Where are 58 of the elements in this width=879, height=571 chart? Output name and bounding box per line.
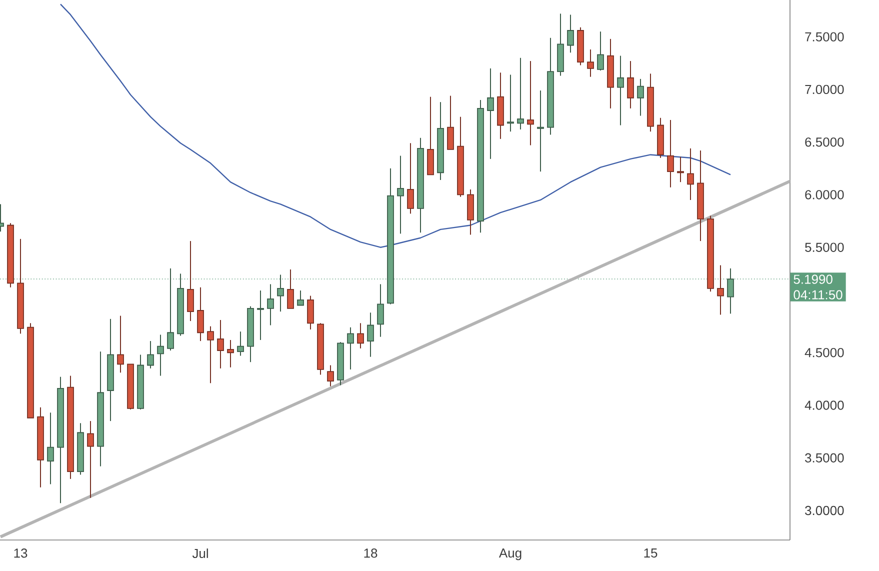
y-tick-label: 6.0000 bbox=[805, 190, 844, 200]
candlestick bbox=[507, 74, 514, 132]
candlestick bbox=[357, 322, 364, 349]
candlestick bbox=[307, 295, 314, 330]
candlestick bbox=[727, 268, 734, 314]
candlestick bbox=[117, 315, 124, 374]
candlestick bbox=[537, 90, 544, 172]
y-tick-label: 5.5000 bbox=[805, 242, 844, 252]
candlestick bbox=[617, 55, 624, 126]
candlestick bbox=[267, 284, 274, 326]
y-tick-label: 6.5000 bbox=[805, 137, 844, 147]
candlestick bbox=[377, 284, 384, 338]
candlestick bbox=[297, 290, 304, 306]
x-tick-label: Aug bbox=[498, 548, 522, 560]
x-tick-label: 15 bbox=[644, 548, 658, 558]
candlestick bbox=[627, 60, 634, 109]
candlestick bbox=[87, 420, 94, 498]
candlestick bbox=[347, 326, 354, 370]
candlestick bbox=[667, 119, 674, 188]
x-tick-label: Jul bbox=[192, 548, 208, 558]
candlestick bbox=[487, 68, 494, 160]
y-tick-label: 7.0000 bbox=[805, 84, 844, 94]
candlestick bbox=[47, 412, 54, 485]
candlestick bbox=[367, 312, 374, 358]
candlestick bbox=[287, 268, 294, 309]
ref-line-label: 5.1990 bbox=[794, 274, 832, 284]
candlestick bbox=[687, 148, 694, 200]
candlestick bbox=[717, 264, 724, 316]
candlestick bbox=[157, 334, 164, 376]
x-tick-label: 13 bbox=[14, 548, 28, 558]
candlestick bbox=[217, 319, 224, 369]
candlestick bbox=[397, 155, 404, 234]
candlestick bbox=[207, 326, 214, 384]
candlestick bbox=[637, 78, 644, 116]
candlestick bbox=[407, 142, 414, 214]
candlestick bbox=[587, 48, 594, 78]
text: 04:11:50 bbox=[794, 290, 842, 300]
y-tick-label: 4.0000 bbox=[804, 400, 844, 410]
candlestick bbox=[257, 290, 264, 340]
candlestick bbox=[197, 286, 204, 342]
candlestick bbox=[227, 339, 234, 368]
y-tick-label: 3.5000 bbox=[805, 453, 844, 462]
candlestick bbox=[237, 331, 244, 356]
candlestick bbox=[187, 240, 194, 322]
y-tick-label: 7.5000 bbox=[805, 32, 844, 42]
candlestick bbox=[567, 14, 574, 54]
x-tick-label: 18 bbox=[364, 548, 378, 558]
candlestick bbox=[327, 364, 334, 387]
candlestick bbox=[597, 31, 604, 72]
y-tick-label: 3.0000 bbox=[805, 506, 844, 516]
candlestick bbox=[517, 57, 524, 130]
candlestick bbox=[277, 274, 284, 312]
y-tick-label: 4.5000 bbox=[804, 348, 844, 358]
candlestick bbox=[677, 156, 684, 183]
candlestick bbox=[167, 268, 174, 352]
candlestick bbox=[447, 95, 454, 150]
candlestick bbox=[527, 60, 534, 146]
candlestick bbox=[147, 340, 154, 369]
